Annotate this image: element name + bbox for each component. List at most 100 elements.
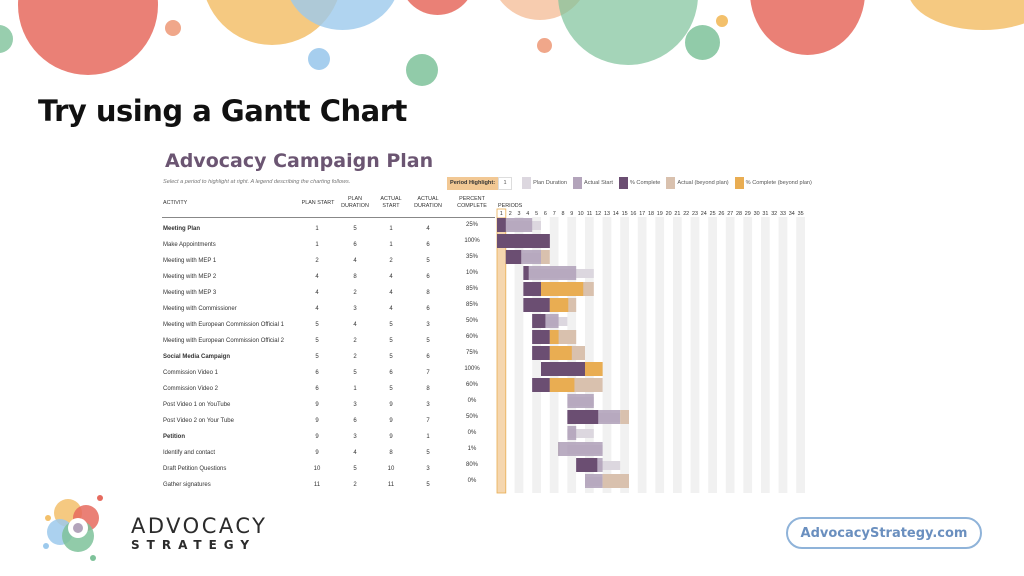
bubble-decoration xyxy=(685,25,720,60)
period-tick-label: 34 xyxy=(789,211,795,217)
period-column xyxy=(505,217,515,493)
period-column xyxy=(752,217,761,493)
complete-bar xyxy=(541,362,585,376)
col-actual-duration: ACTUAL DURATION xyxy=(414,196,442,209)
bubble-decoration xyxy=(165,20,181,36)
percent-complete-value: 100% xyxy=(464,366,480,372)
actual-start-value: 6 xyxy=(389,370,393,376)
complete-beyond-bar xyxy=(585,362,603,376)
legend-actual-beyond: Actual (beyond plan) xyxy=(666,177,729,189)
actual-duration-value: 6 xyxy=(426,354,430,360)
plan-start-value: 9 xyxy=(315,402,319,408)
period-tick-label: 12 xyxy=(595,211,601,217)
plan-start-value: 6 xyxy=(315,386,319,392)
period-tick-label: 20 xyxy=(666,211,672,217)
plan-duration-value: 4 xyxy=(353,322,357,328)
period-column xyxy=(761,217,770,493)
period-column xyxy=(717,217,726,493)
plan-duration-value: 4 xyxy=(353,450,357,456)
actual-bar xyxy=(523,266,577,280)
percent-complete-value: 85% xyxy=(465,286,478,292)
period-highlight-input[interactable]: 1 xyxy=(498,176,513,190)
percent-complete-value: 0% xyxy=(467,478,477,484)
period-highlight-label: Period Highlight: xyxy=(447,176,499,190)
period-column xyxy=(664,217,673,493)
complete-beyond-bar xyxy=(541,282,584,296)
period-column xyxy=(646,217,656,493)
actual-start-value: 1 xyxy=(389,226,393,232)
activity-name: Commission Video 2 xyxy=(163,386,218,392)
period-tick-label: 13 xyxy=(604,211,610,217)
actual-duration-value: 6 xyxy=(426,306,430,312)
actual-bar xyxy=(558,442,603,456)
actual-start-value: 10 xyxy=(387,466,395,472)
percent-complete-value: 1% xyxy=(467,446,477,452)
actual-beyond-bar xyxy=(602,474,629,488)
plan-start-value: 9 xyxy=(315,450,319,456)
bubble-decoration xyxy=(0,25,13,53)
complete-bar xyxy=(532,314,546,328)
complete-bar xyxy=(497,218,506,232)
actual-start-value: 5 xyxy=(389,386,393,392)
percent-complete-value: 10% xyxy=(465,270,478,276)
bubble-decoration xyxy=(716,15,728,27)
complete-beyond-bar xyxy=(549,346,572,360)
complete-beyond-bar xyxy=(549,330,559,344)
col-plan-start: PLAN START xyxy=(301,200,335,206)
period-tick-label: 2 xyxy=(509,211,512,217)
period-tick-label: 19 xyxy=(657,211,663,217)
actual-duration-value: 6 xyxy=(426,242,430,248)
plan-start-value: 5 xyxy=(315,338,319,344)
period-column xyxy=(585,217,594,493)
plan-title: Advocacy Campaign Plan xyxy=(165,150,434,172)
actual-duration-value: 8 xyxy=(426,386,430,392)
plan-start-value: 4 xyxy=(315,290,319,296)
period-column xyxy=(778,217,788,493)
actual-duration-value: 5 xyxy=(426,450,430,456)
period-tick-label: 22 xyxy=(683,211,689,217)
actual-duration-value: 1 xyxy=(426,434,430,440)
period-column xyxy=(514,217,524,493)
period-column xyxy=(602,217,612,493)
plan-start-value: 4 xyxy=(315,274,319,280)
activity-name: Draft Petition Questions xyxy=(163,466,227,472)
plan-start-value: 2 xyxy=(315,258,319,264)
period-tick-label: 16 xyxy=(630,211,636,217)
plan-duration-value: 4 xyxy=(353,258,357,264)
slide-title: Try using a Gantt Chart xyxy=(38,94,407,128)
website-link[interactable]: AdvocacyStrategy.com xyxy=(786,517,982,549)
period-column xyxy=(725,217,735,493)
period-tick-label: 24 xyxy=(701,211,707,217)
advocacy-logo-icon xyxy=(43,495,103,561)
actual-duration-value: 3 xyxy=(426,322,430,328)
plan-start-value: 9 xyxy=(315,434,319,440)
period-tick-label: 6 xyxy=(544,211,547,217)
periods-label: PERIODS xyxy=(498,203,523,209)
period-column xyxy=(611,217,621,493)
activity-name: Meeting Plan xyxy=(163,226,201,232)
plan-start-value: 5 xyxy=(315,322,319,328)
percent-complete-value: 80% xyxy=(465,462,478,468)
actual-duration-value: 3 xyxy=(426,466,430,472)
activity-name: Meeting with MEP 2 xyxy=(163,274,217,280)
plan-duration-value: 5 xyxy=(353,370,357,376)
legend-percent-complete: % Complete xyxy=(618,177,660,189)
period-highlight-marker xyxy=(496,208,507,494)
period-tick-label: 32 xyxy=(771,211,777,217)
complete-bar xyxy=(532,378,550,392)
complete-bar xyxy=(505,250,522,264)
period-tick-label: 26 xyxy=(718,211,724,217)
complete-bar xyxy=(532,346,550,360)
plan-duration-value: 5 xyxy=(353,226,357,232)
col-percent-complete: PERCENT COMPLETE xyxy=(457,196,487,209)
plan-start-value: 9 xyxy=(315,418,319,424)
actual-start-value: 8 xyxy=(389,450,393,456)
swatch-icon xyxy=(666,177,676,189)
legend: Period Highlight: 1 Plan Duration Actual… xyxy=(447,176,818,190)
period-tick-label: 21 xyxy=(674,211,680,217)
period-tick-label: 27 xyxy=(727,211,733,217)
actual-duration-value: 8 xyxy=(426,290,430,296)
legend-complete-beyond: % Complete (beyond plan) xyxy=(734,177,812,189)
actual-duration-value: 3 xyxy=(426,402,430,408)
